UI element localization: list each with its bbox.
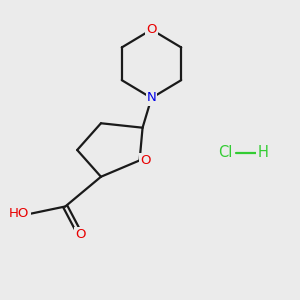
Text: O: O — [140, 154, 151, 167]
Text: N: N — [147, 92, 156, 104]
Text: HO: HO — [9, 207, 30, 220]
Text: Cl: Cl — [219, 146, 233, 160]
Text: O: O — [75, 228, 86, 241]
Text: O: O — [146, 23, 157, 36]
Text: H: H — [257, 146, 268, 160]
